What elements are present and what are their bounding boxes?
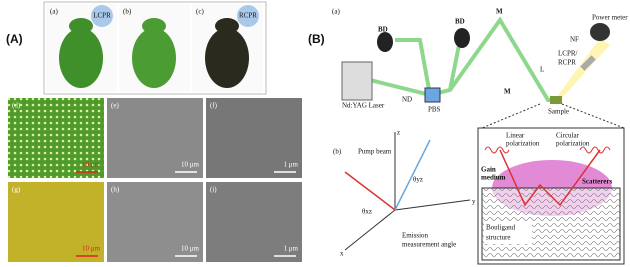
label: M: [496, 8, 503, 16]
label: Sample: [548, 108, 569, 116]
label: Linear: [506, 132, 525, 140]
label: structure: [486, 234, 511, 242]
beetle: [132, 28, 176, 88]
scale-label: 10 μm: [82, 245, 101, 253]
label: BD: [455, 18, 465, 26]
figure: (A) (a) LCPR (b) (c) RCPR (d) 10 μm (e) 10 μm (f…: [0, 0, 630, 267]
axis-label: x: [340, 250, 344, 258]
label: NF: [570, 36, 579, 44]
sample: [550, 96, 562, 104]
label: Gain: [481, 166, 496, 174]
power-meter: [590, 23, 610, 41]
beam-dump: [377, 32, 393, 52]
label: RCPR: [558, 59, 576, 67]
badge-label: RCPR: [239, 12, 257, 20]
photo-label: (b): [123, 8, 132, 16]
label: polarization: [556, 140, 590, 148]
micrograph-label: (d): [12, 102, 21, 110]
scale-label: 1 μm: [284, 161, 299, 169]
label: L: [540, 66, 544, 74]
geometry: (b) z y x Pump beam θyz θxz Emission mea…: [333, 129, 476, 258]
splitter: [425, 88, 440, 102]
photo-label: (a): [50, 8, 58, 16]
mechanism: Linear polarization Circular polarizatio…: [478, 104, 624, 264]
beam-dump: [454, 28, 470, 48]
beetle-head: [215, 18, 239, 34]
scale-label: 10 μm: [82, 161, 101, 169]
label: Nd:YAG Laser: [342, 102, 385, 110]
beetle-head: [142, 18, 166, 34]
beetle: [205, 28, 249, 88]
label: θxz: [362, 208, 372, 216]
scale-label: 1 μm: [284, 245, 299, 253]
badge-label: LCPR: [93, 12, 111, 20]
label: ND: [402, 96, 412, 104]
axis: [395, 200, 470, 210]
label: θyz: [413, 176, 423, 184]
label: Pump beam: [358, 148, 392, 156]
label: Emission: [402, 232, 429, 240]
label: PBS: [428, 106, 441, 114]
label: polarization: [506, 140, 540, 148]
label: M: [504, 88, 511, 96]
micrograph-label: (i): [210, 186, 217, 194]
axis: [345, 210, 395, 250]
panel-label: (B): [308, 32, 325, 46]
zoom-line: [562, 104, 624, 128]
label: medium: [481, 174, 506, 182]
panel-label: (A): [6, 32, 23, 46]
setup: (a) Nd:YAG Laser BD BD M M ND PBS L LCPR…: [332, 8, 628, 116]
laser: [342, 62, 372, 100]
scale-label: 10 μm: [181, 245, 200, 253]
scale-label: 10 μm: [181, 161, 200, 169]
label: Scatterers: [582, 178, 612, 186]
axis-label: y: [472, 198, 476, 206]
micrograph-label: (h): [111, 186, 120, 194]
label: Power meter: [592, 14, 628, 22]
emission-arrow: [345, 172, 395, 210]
beetle-head: [69, 18, 93, 34]
label: Bouligand: [486, 224, 516, 232]
micrograph-label: (e): [111, 102, 119, 110]
label: Circular: [556, 132, 580, 140]
micrograph-label: (f): [210, 102, 218, 110]
sub-label: (a): [332, 8, 340, 16]
axis-label: z: [397, 129, 400, 137]
photo-label: (c): [196, 8, 204, 16]
label: measurement angle: [402, 241, 456, 249]
sub-label: (b): [333, 148, 342, 156]
beetle: [59, 28, 103, 88]
label: BD: [378, 26, 388, 34]
micrograph-label: (g): [12, 186, 21, 194]
label: LCPR/: [558, 50, 578, 58]
zoom-line: [482, 104, 540, 128]
